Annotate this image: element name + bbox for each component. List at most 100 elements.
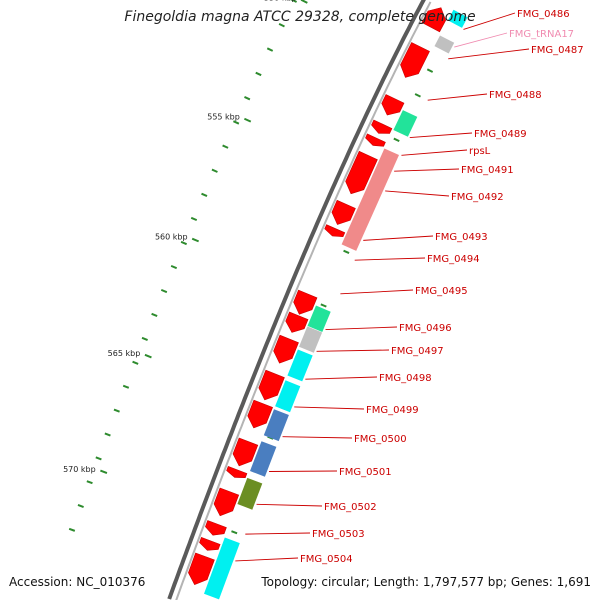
label-leader-line <box>340 289 414 295</box>
minor-tick-mark <box>211 168 218 173</box>
minor-tick-mark <box>104 432 111 437</box>
minor-tick-mark <box>255 71 262 77</box>
backbone <box>167 0 432 600</box>
gene-arrow <box>213 487 240 517</box>
gene-labels: FMG_0486 FMG_tRNA17 FMG_0487 FMG_0488 FMG_04… <box>300 9 584 565</box>
gene-label: FMG_tRNA17 <box>509 29 574 40</box>
label-leader-line <box>282 436 353 439</box>
minor-tick-mark <box>86 480 93 485</box>
major-tick-mark <box>144 353 152 359</box>
kbp-marker-label: 570 kbp <box>63 465 96 474</box>
cog-track <box>204 9 468 600</box>
gene-arrow <box>285 311 309 333</box>
cog-block <box>393 110 418 137</box>
gene-label: FMG_0503 <box>312 529 365 540</box>
minor-tick-mark <box>122 384 130 389</box>
gene-label: FMG_0504 <box>300 554 353 565</box>
gene-arrow <box>293 289 318 315</box>
label-leader-line <box>316 349 390 352</box>
gene-label: FMG_0499 <box>366 405 419 416</box>
outer-tick-mark <box>393 137 400 143</box>
gene-label: FMG_0486 <box>517 9 570 20</box>
minor-tick-mark <box>170 264 178 270</box>
gene-arrow <box>365 133 386 147</box>
label-leader-line <box>354 257 426 261</box>
gene-track <box>188 7 447 585</box>
outer-tick-mark <box>231 530 238 535</box>
gene-label: FMG_0491 <box>461 165 514 176</box>
gene-arrow <box>400 42 430 78</box>
kbp-marker-label: 555 kbp <box>207 113 240 122</box>
label-leader-line <box>409 132 473 139</box>
minor-tick-mark <box>141 336 148 341</box>
gene-label: FMG_0498 <box>379 373 432 384</box>
cog-block <box>237 477 263 510</box>
cog-block <box>341 148 399 251</box>
gene-label: FMG_0487 <box>531 45 584 56</box>
label-leader-line <box>427 93 488 101</box>
gene-label: FMG_0497 <box>391 346 444 357</box>
cog-block <box>434 35 455 54</box>
minor-tick-mark <box>68 527 76 532</box>
label-leader-line <box>235 557 299 562</box>
gene-label: rpsL <box>469 146 491 157</box>
minor-tick-mark <box>190 216 198 222</box>
minor-tick-mark <box>278 22 285 28</box>
gene-label: FMG_0488 <box>489 90 542 101</box>
gene-label: FMG_0494 <box>427 254 480 265</box>
label-leader-line <box>454 32 508 48</box>
gene-label: FMG_0502 <box>324 502 377 513</box>
minor-tick-mark <box>222 144 229 149</box>
label-leader-line <box>325 326 398 330</box>
minor-tick-mark <box>201 192 208 197</box>
minor-tick-mark <box>290 0 298 3</box>
minor-tick-mark <box>132 360 139 365</box>
outer-tick-mark <box>343 249 350 254</box>
label-leader-line <box>448 48 530 60</box>
gene-arrow <box>199 537 221 551</box>
major-tick-mark <box>191 237 200 243</box>
minor-tick-mark <box>95 456 102 461</box>
map-title: Finegoldia magna ATCC 29328, complete ge… <box>124 9 476 25</box>
label-leader-line <box>269 470 338 472</box>
accession-text: Accession: NC_010376 <box>9 575 146 589</box>
major-tick-mark <box>100 469 108 475</box>
minor-tick-mark <box>160 288 168 294</box>
cog-block <box>287 349 313 382</box>
gene-label: FMG_0492 <box>451 192 504 203</box>
major-tick-mark <box>243 117 252 123</box>
gene-label: FMG_0496 <box>399 323 452 334</box>
cog-block <box>299 326 323 353</box>
gene-arrow <box>381 94 405 116</box>
label-leader-line <box>256 503 323 507</box>
gene-label: FMG_0493 <box>435 232 488 243</box>
major-tick-mark <box>300 0 308 4</box>
gene-arrow <box>273 334 299 364</box>
gene-label: FMG_0501 <box>339 467 392 478</box>
label-leader-line <box>363 235 434 241</box>
label-leader-line <box>394 168 460 172</box>
gene-arrow <box>247 399 273 429</box>
minor-tick-mark <box>266 47 274 52</box>
backbone-outer-rail <box>167 0 426 600</box>
topology-text: Topology: circular; Length: 1,797,577 bp… <box>261 575 591 589</box>
kbp-marker-label: 560 kbp <box>155 233 188 242</box>
cog-block <box>275 380 301 413</box>
label-leaders <box>235 12 530 562</box>
minor-tick-mark <box>77 504 84 509</box>
gene-arrow <box>188 552 215 585</box>
gene-label: FMG_0500 <box>354 434 407 445</box>
minor-tick-mark <box>151 312 158 318</box>
kbp-marker-label: 550 kbp <box>264 0 297 2</box>
label-leader-line <box>401 149 468 156</box>
label-leader-line <box>294 406 365 410</box>
label-leader-line <box>463 12 516 30</box>
gene-arrow <box>324 224 346 238</box>
gene-arrow <box>421 7 447 33</box>
label-leader-line <box>385 190 450 197</box>
label-leader-line <box>305 376 378 380</box>
cog-block <box>204 537 240 600</box>
gene-arrow <box>345 150 378 195</box>
